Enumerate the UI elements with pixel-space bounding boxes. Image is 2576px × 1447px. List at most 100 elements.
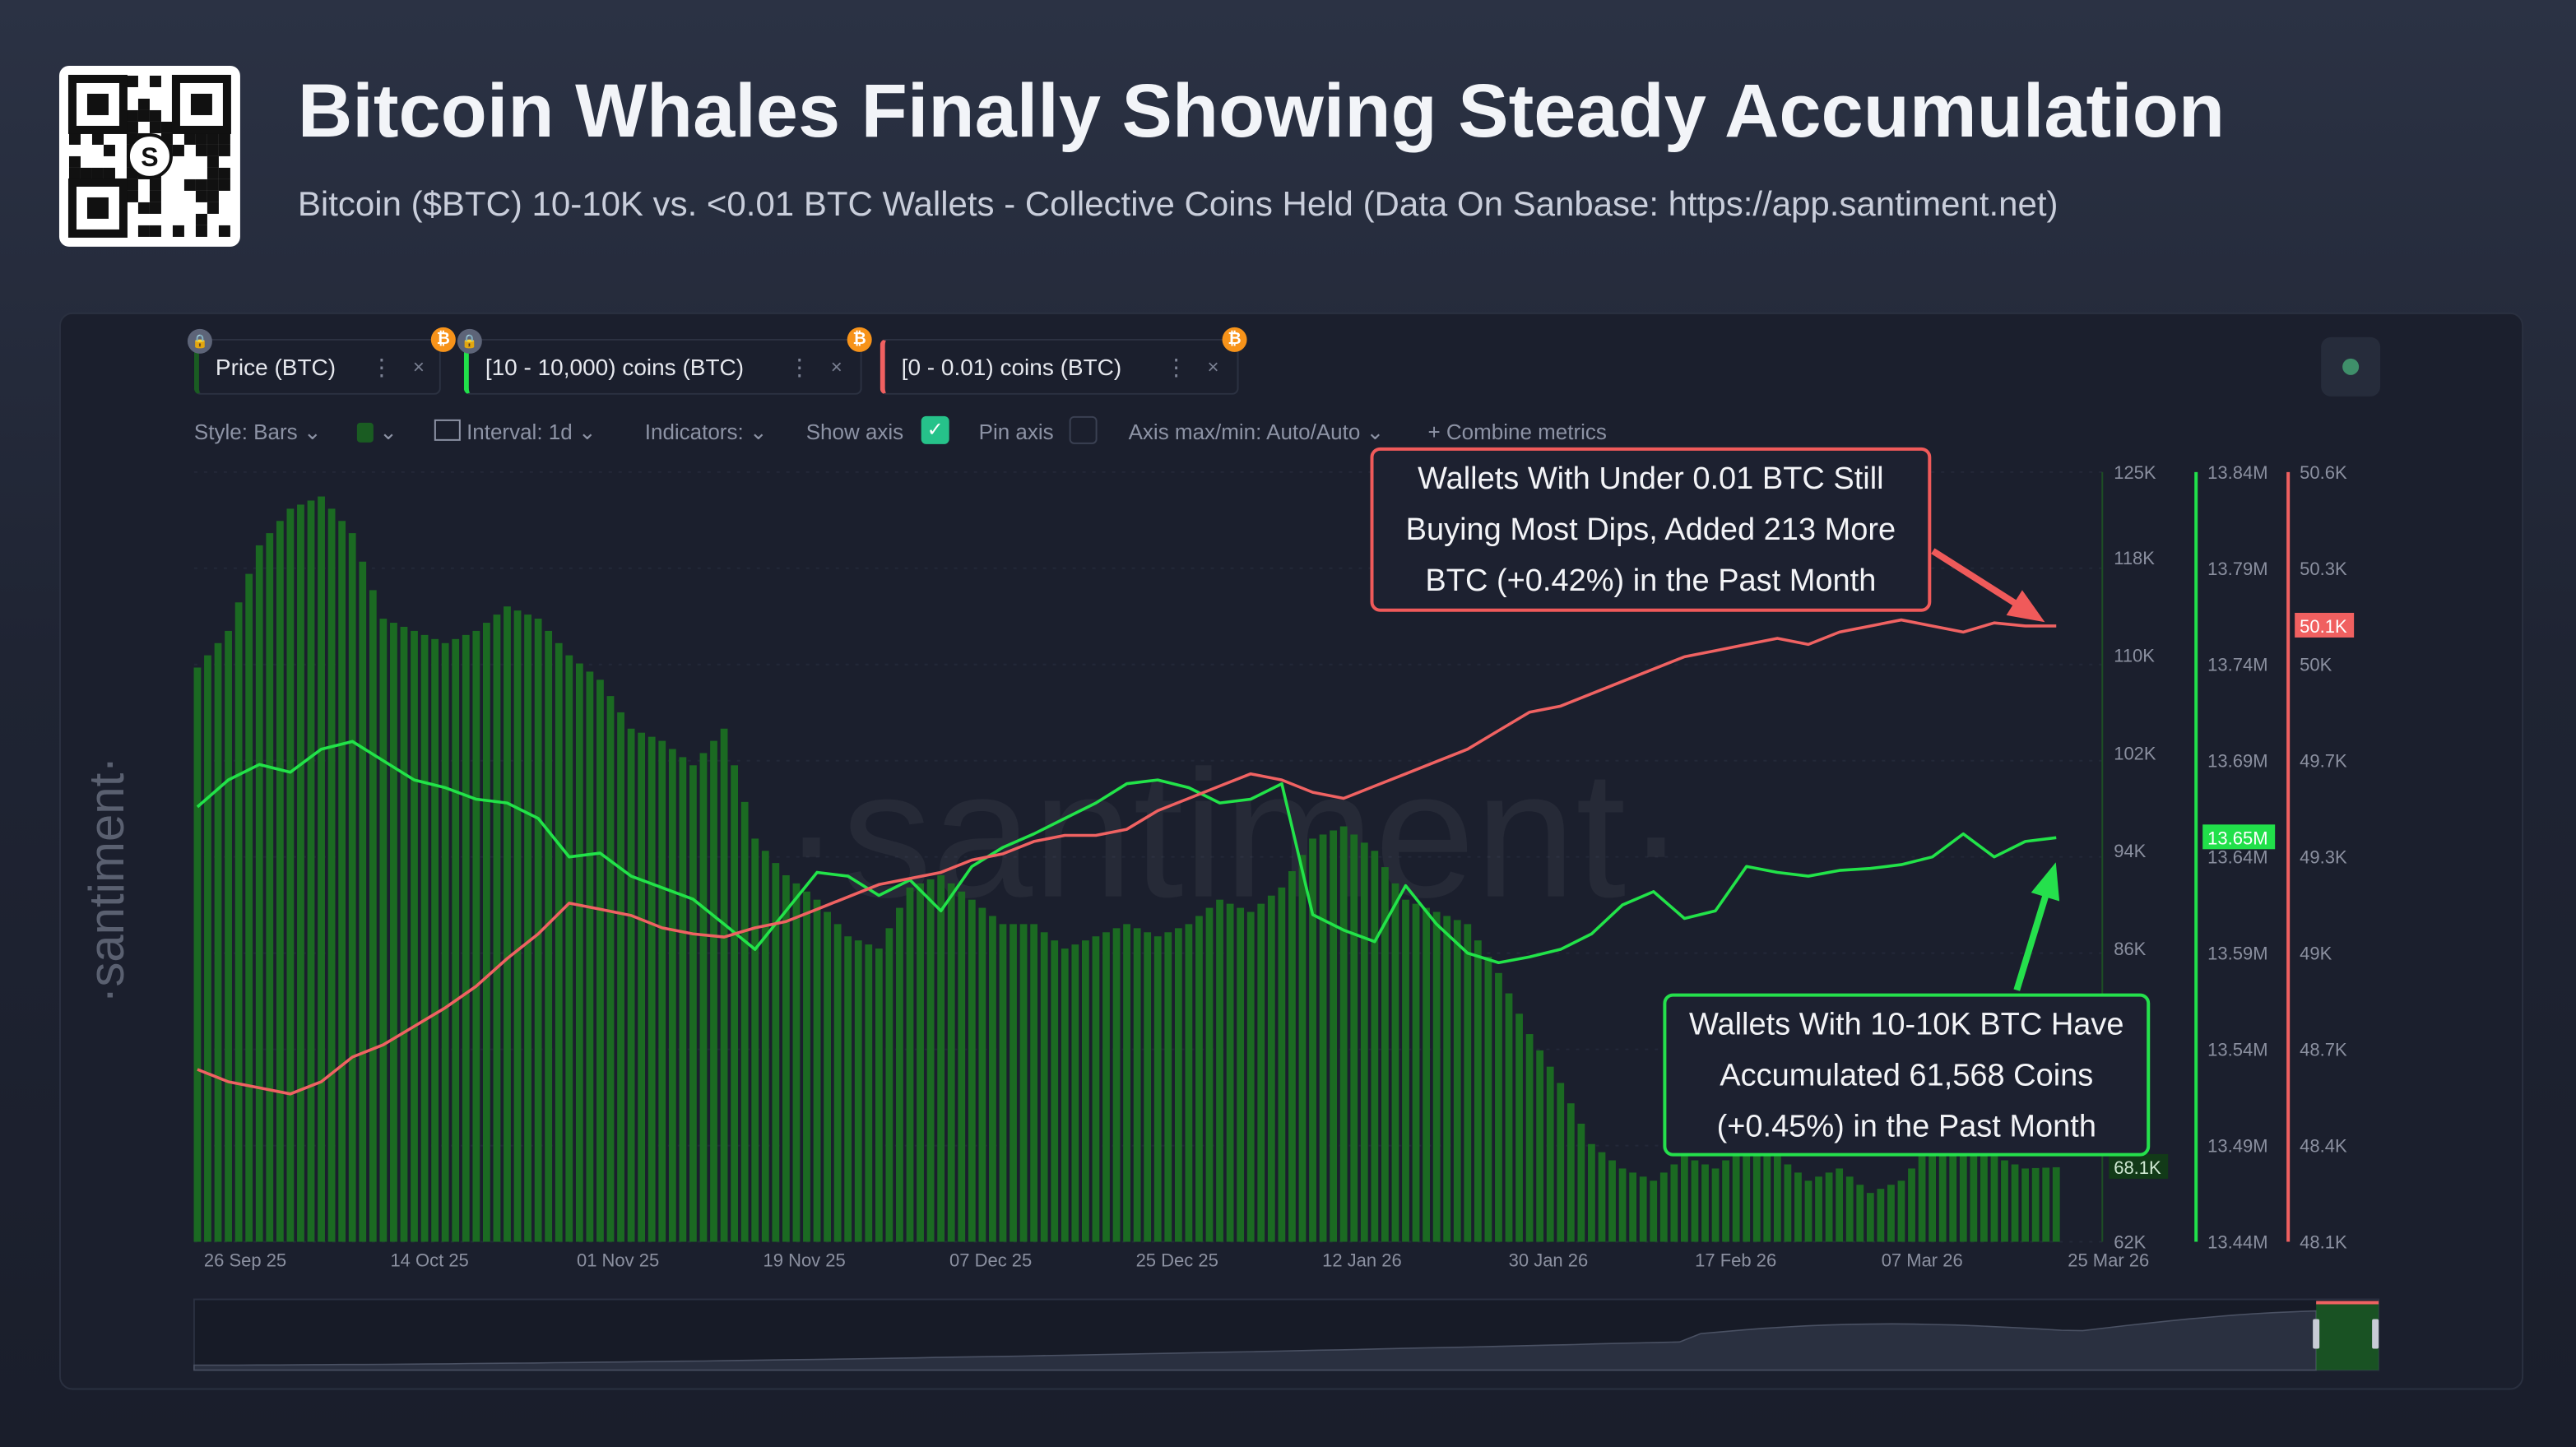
qr-module: [218, 144, 230, 156]
interval-dropdown[interactable]: Interval: 1d ⌄: [434, 419, 596, 446]
metric-tab-small-wallets[interactable]: [0 - 0.01) coins (BTC) ⋮ ×: [880, 338, 1239, 395]
price-bar: [1350, 834, 1358, 1242]
price-bar: [1887, 1185, 1895, 1242]
navigator-handle[interactable]: [2313, 1319, 2320, 1349]
price-bar: [1319, 834, 1327, 1242]
price-bar: [2001, 1160, 2008, 1242]
last-value-label: 50.1K: [2300, 616, 2347, 637]
price-bar: [1174, 928, 1182, 1242]
qr-module: [80, 167, 92, 179]
qr-module: [103, 144, 115, 156]
price-bar: [1195, 916, 1203, 1242]
color-dropdown[interactable]: ⌄: [356, 420, 397, 446]
price-bar: [234, 602, 243, 1242]
annotation-line: Wallets With 10-10K BTC Have: [1689, 1008, 2124, 1043]
axis-minmax-dropdown[interactable]: Axis max/min: Auto/Auto ⌄: [1128, 419, 1385, 444]
y-tick-label: 49.3K: [2300, 847, 2347, 868]
qr-module: [183, 179, 196, 191]
price-bar: [1546, 1066, 1554, 1242]
price-bar: [740, 801, 749, 1242]
price-bar: [1205, 907, 1214, 1242]
y-tick-label: 13.54M: [2207, 1040, 2267, 1060]
more-icon[interactable]: ⋮: [787, 352, 811, 379]
qr-module: [149, 190, 161, 202]
more-icon[interactable]: ⋮: [369, 352, 393, 379]
price-bar: [1185, 924, 1193, 1242]
price-bar: [1112, 928, 1121, 1242]
price-bar: [1732, 1152, 1740, 1242]
price-bar: [1794, 1172, 1802, 1242]
price-bar: [431, 638, 439, 1242]
metric-label: [10 - 10,000) coins (BTC): [485, 353, 745, 380]
price-bar: [1330, 830, 1338, 1242]
close-icon[interactable]: ×: [412, 355, 425, 378]
annotation-small-wallets: Wallets With Under 0.01 BTC Still Buying…: [1370, 447, 1932, 612]
price-bar: [369, 590, 377, 1242]
show-axis-checkbox[interactable]: ✓: [921, 415, 949, 444]
price-bar: [193, 667, 202, 1242]
qr-module: [195, 213, 207, 225]
price-bar: [1598, 1152, 1606, 1242]
price-bar: [245, 573, 253, 1242]
price-bar: [1722, 1160, 1729, 1242]
price-bar: [1536, 1050, 1544, 1242]
close-icon[interactable]: ×: [1207, 355, 1219, 378]
qr-module: [218, 225, 230, 237]
qr-module: [207, 132, 219, 145]
price-bar: [751, 838, 759, 1242]
price-bar: [1309, 838, 1316, 1242]
price-bar: [1339, 826, 1348, 1242]
price-bar: [1845, 1176, 1854, 1242]
x-tick-label: 07 Dec 25: [949, 1250, 1032, 1271]
price-bar: [1464, 924, 1472, 1242]
qr-module: [149, 225, 161, 237]
qr-module: [195, 144, 207, 156]
price-bar: [1298, 855, 1307, 1242]
price-bar: [772, 863, 780, 1242]
price-bar: [1836, 1168, 1844, 1242]
settings-button[interactable]: [2321, 336, 2381, 397]
price-bar: [1040, 932, 1048, 1242]
qr-module: [137, 202, 150, 214]
navigator-handle[interactable]: [2372, 1319, 2379, 1349]
qr-module: [149, 121, 161, 133]
price-bar: [658, 740, 666, 1242]
indicators-dropdown[interactable]: Indicators: ⌄: [644, 419, 768, 444]
qr-module: [207, 167, 219, 179]
combine-metrics-button[interactable]: + Combine metrics: [1427, 419, 1607, 444]
x-tick-label: 14 Oct 25: [390, 1250, 468, 1271]
price-bar: [803, 891, 810, 1242]
price-bar: [441, 642, 449, 1242]
bitcoin-icon: ₿: [847, 327, 872, 352]
price-bar: [1659, 1172, 1668, 1242]
y-tick-label: 48.4K: [2300, 1136, 2347, 1157]
price-bar: [989, 916, 996, 1242]
y-tick-label: 13.44M: [2207, 1232, 2267, 1253]
price-bar: [1246, 911, 1255, 1242]
x-tick-label: 07 Mar 26: [1882, 1250, 1963, 1271]
price-bar: [1010, 924, 1017, 1242]
price-bar: [1443, 916, 1451, 1242]
page-subtitle: Bitcoin ($BTC) 10-10K vs. <0.01 BTC Wall…: [297, 185, 2058, 224]
price-bar: [1081, 940, 1089, 1242]
price-bar: [1267, 895, 1275, 1242]
pin-axis-checkbox[interactable]: [1069, 415, 1098, 444]
price-bar: [1608, 1160, 1616, 1242]
metric-tab-whales[interactable]: [10 - 10,000) coins (BTC) ⋮ ×: [463, 338, 862, 395]
price-bar: [668, 749, 676, 1242]
price-bar: [854, 940, 862, 1242]
price-bar: [1866, 1193, 1874, 1242]
close-icon[interactable]: ×: [830, 355, 842, 378]
price-bar: [978, 907, 986, 1242]
price-bar: [420, 634, 429, 1242]
price-bar: [699, 753, 708, 1242]
price-bar: [1784, 1164, 1792, 1242]
style-dropdown[interactable]: Style: Bars ⌄: [193, 419, 322, 444]
y-tick-label: 110K: [2114, 646, 2155, 666]
price-bar: [1804, 1180, 1812, 1242]
price-bar: [761, 851, 769, 1242]
bitcoin-icon: ₿: [430, 327, 456, 352]
more-icon[interactable]: ⋮: [1164, 352, 1188, 379]
metric-tab-price[interactable]: Price (BTC) ⋮ ×: [193, 338, 441, 395]
